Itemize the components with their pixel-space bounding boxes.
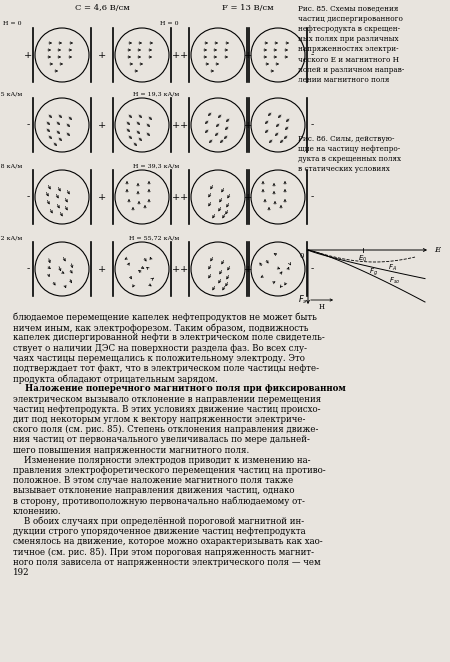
Text: +: + [24, 50, 32, 60]
Text: +: + [180, 50, 188, 60]
Text: +: + [172, 120, 180, 130]
Text: +: + [244, 50, 252, 60]
Text: чаях частицы перемещались к положительному электроду. Это: чаях частицы перемещались к положительно… [13, 354, 305, 363]
Text: +: + [180, 193, 188, 201]
Text: в сторону, противоположную первоначально наблюдаемому от-: в сторону, противоположную первоначально… [13, 496, 305, 506]
Text: +: + [172, 265, 180, 273]
Text: H: H [319, 303, 325, 311]
Text: $F_g$: $F_g$ [369, 266, 378, 277]
Text: H = 35,8 кА/м: H = 35,8 кА/м [0, 163, 22, 168]
Text: капелек диспергированной нефти в электрическом поле свидетель-: капелек диспергированной нефти в электри… [13, 334, 325, 342]
Text: клонению.: клонению. [13, 507, 62, 516]
Text: E: E [434, 246, 440, 254]
Text: вызывает отклонение направления движения частиц, однако: вызывает отклонение направления движения… [13, 487, 294, 495]
Text: H = 0: H = 0 [4, 21, 22, 26]
Text: +: + [244, 265, 252, 273]
Text: +: + [98, 120, 106, 130]
Text: блюдаемое перемещение капелек нефтепродуктов не может быть: блюдаемое перемещение капелек нефтепроду… [13, 313, 317, 322]
Text: H = 55,72 кА/м: H = 55,72 кА/м [129, 235, 179, 240]
Text: Рис. 85. Схемы поведения
частиц диспергированного
нефтесродукта в скрещен-
ных п: Рис. 85. Схемы поведения частиц дисперги… [298, 5, 405, 83]
Text: ствует о наличии ДЭС на поверхности раздела фаз. Во всех слу-: ствует о наличии ДЭС на поверхности разд… [13, 344, 307, 353]
Text: тичное (см. рис. 85). При этом пороговая напряженность магнит-: тичное (см. рис. 85). При этом пороговая… [13, 547, 314, 557]
Text: положное. В этом случае наложение магнитного поля также: положное. В этом случае наложение магнит… [13, 476, 293, 485]
Text: 0: 0 [300, 252, 304, 260]
Text: сменялось на движение, которое можно охарактеризывать как хао-: сменялось на движение, которое можно оха… [13, 538, 323, 546]
Text: H = 10,5 кА/м: H = 10,5 кА/м [0, 91, 22, 96]
Text: -: - [27, 265, 30, 273]
Text: +: + [98, 193, 106, 201]
Text: C = 4,6 В/см: C = 4,6 В/см [75, 4, 130, 12]
Text: правления электрофоретического перемещения частиц на противо-: правления электрофоретического перемещен… [13, 466, 326, 475]
Text: электрическом вызывало отклонение в направлении перемещения: электрическом вызывало отклонение в напр… [13, 395, 321, 404]
Text: Рис. 86. Силы, действую-
щие на частицу нефтепро-
дукта в скрещенных полях
в ста: Рис. 86. Силы, действую- щие на частицу … [298, 135, 401, 173]
Text: +: + [98, 265, 106, 273]
Text: дит под некоторым углом к вектору напряженности электриче-: дит под некоторым углом к вектору напряж… [13, 415, 306, 424]
Text: $F_A$: $F_A$ [388, 263, 397, 273]
Text: H = 39,3 кА/м: H = 39,3 кА/м [133, 163, 179, 168]
Text: $F_э$: $F_э$ [298, 293, 308, 306]
Text: ния частиц от первоначального увеличивалась по мере дальней-: ния частиц от первоначального увеличивал… [13, 436, 310, 444]
Text: +: + [180, 265, 188, 273]
Text: ского поля (см. рис. 85). Степень отклонения направления движе-: ского поля (см. рис. 85). Степень отклон… [13, 425, 319, 434]
Text: -: - [310, 265, 314, 273]
Text: 192: 192 [13, 568, 30, 577]
Text: F = 13 В/см: F = 13 В/см [222, 4, 274, 12]
Text: +: + [244, 193, 252, 201]
Text: +: + [172, 50, 180, 60]
Text: ничем иным, как электрофорезом. Таким образом, подвижность: ничем иным, как электрофорезом. Таким об… [13, 323, 309, 333]
Text: $E_0$: $E_0$ [358, 254, 368, 264]
Text: H = 55,72 кА/м: H = 55,72 кА/м [0, 235, 22, 240]
Text: дукции строго упорядоченное движение частиц нефтепродукта: дукции строго упорядоченное движение час… [13, 527, 306, 536]
Text: ного поля зависела от напряженности электрического поля — чем: ного поля зависела от напряженности элек… [13, 558, 320, 567]
Text: -: - [27, 120, 30, 130]
Text: +: + [98, 50, 106, 60]
Text: +: + [180, 120, 188, 130]
Text: Изменение полярности электродов приводит к изменению на-: Изменение полярности электродов приводит… [13, 456, 310, 465]
Text: подтверждает тот факт, что в электрическом поле частицы нефте-: подтверждает тот факт, что в электрическ… [13, 364, 319, 373]
Text: $F_{эо}$: $F_{эо}$ [389, 276, 400, 287]
Text: -: - [310, 193, 314, 201]
Text: -: - [310, 50, 314, 60]
Text: +: + [172, 193, 180, 201]
Text: H = 19,3 кА/м: H = 19,3 кА/м [133, 91, 179, 96]
Text: +: + [244, 120, 252, 130]
Text: H = 0: H = 0 [160, 21, 179, 26]
Text: продукта обладают отрицательным зарядом.: продукта обладают отрицательным зарядом. [13, 374, 218, 384]
Text: В обоих случаях при определённой пороговой магнитной ин-: В обоих случаях при определённой порогов… [13, 517, 304, 526]
Text: -: - [310, 120, 314, 130]
Text: шего повышения напряженности магнитного поля.: шего повышения напряженности магнитного … [13, 446, 249, 455]
Text: Наложение поперечного магнитного поля при фиксированном: Наложение поперечного магнитного поля пр… [13, 385, 346, 393]
Text: -: - [27, 193, 30, 201]
Text: частиц нефтепродукта. В этих условиях движение частиц происхо-: частиц нефтепродукта. В этих условиях дв… [13, 404, 320, 414]
